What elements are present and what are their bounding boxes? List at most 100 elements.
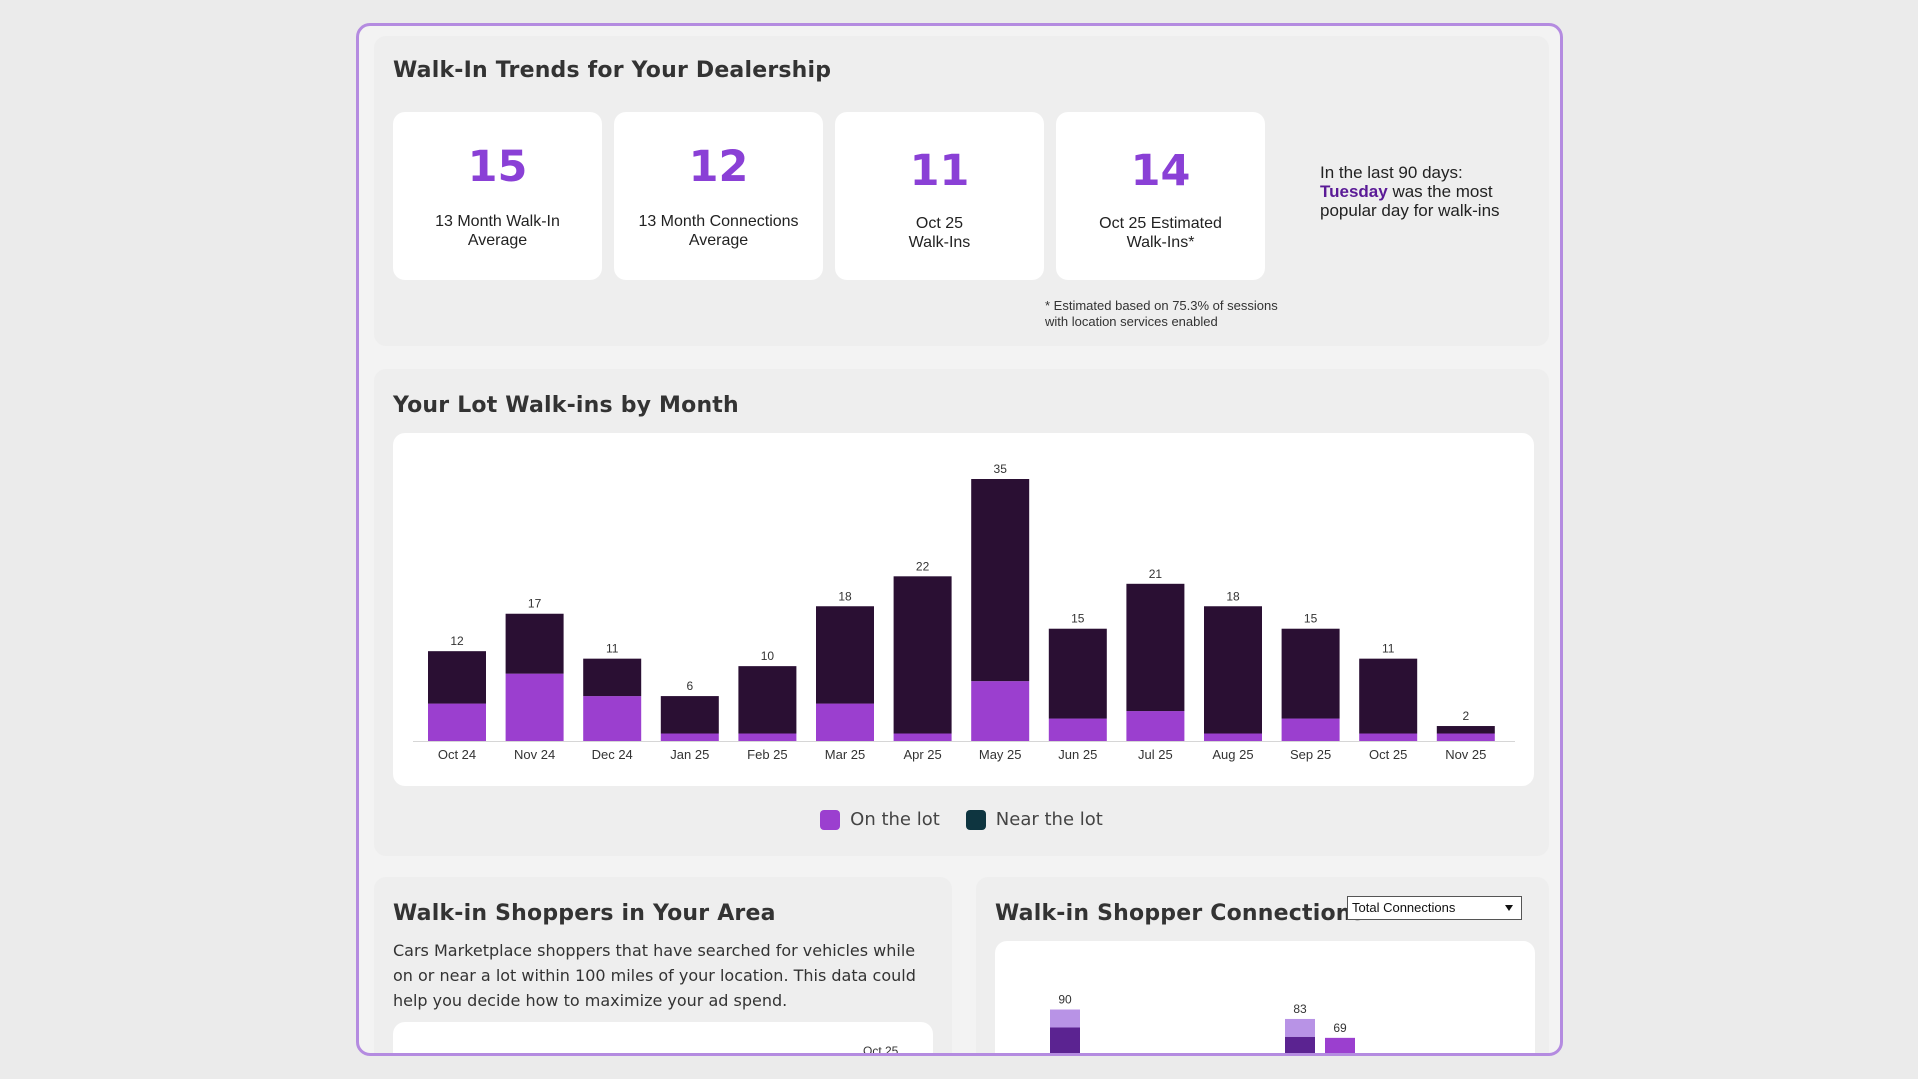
connection-bar (1285, 1036, 1315, 1053)
bar-total-label: 15 (1304, 612, 1318, 626)
oct-estimated-walk-ins-label: Oct 25 Estimated Walk-Ins* (1099, 215, 1222, 251)
bar-total-label: 18 (1226, 589, 1240, 603)
bar-total-label: 10 (761, 649, 775, 663)
x-tick-label: Apr 25 (903, 747, 941, 762)
legend-near-the-lot[interactable]: Near the lot (965, 809, 1103, 830)
monthly-walk-ins-chart: 12 Oct 24 17 Nov 24 11 Dec 24 6 Jan 25 10 Feb 25 1… (413, 462, 1515, 762)
connection-bar-label: 90 (1058, 993, 1072, 1007)
bar-total-label: 21 (1149, 567, 1163, 581)
x-tick-label: Jun 25 (1058, 747, 1097, 762)
bar-near-the-lot (428, 651, 486, 704)
connections-chart: 90 83 69 (1050, 993, 1355, 1053)
bar-total-label: 22 (916, 559, 930, 573)
connections-average-value: 12 (688, 142, 749, 192)
connections-chart-container: 90 83 69 (995, 941, 1535, 1053)
shopper-connections-panel: Walk-in Shopper Connections Total Connec… (976, 877, 1549, 1053)
bar-total-label: 12 (450, 634, 464, 648)
connections-type-select-value: Total Connections (1352, 900, 1456, 915)
monthly-walk-ins-title: Your Lot Walk-ins by Month (393, 393, 739, 418)
bar-near-the-lot (1126, 583, 1185, 712)
popular-day-note-rest: was the most popular day for walk-ins (1320, 182, 1500, 220)
bar-on-the-lot (428, 703, 486, 741)
bar-total-label: 18 (838, 589, 852, 603)
bar-near-the-lot (971, 479, 1030, 682)
bar-total-label: 2 (1462, 709, 1469, 723)
x-tick-label: Jan 25 (670, 747, 709, 762)
legend-near-the-lot-label: Near the lot (995, 809, 1103, 830)
shoppers-area-panel: Walk-in Shoppers in Your Area Cars Marke… (374, 877, 952, 1056)
x-tick-label: Aug 25 (1212, 747, 1253, 762)
bar-near-the-lot (660, 696, 719, 734)
x-tick-label: Feb 25 (747, 747, 787, 762)
legend-on-the-lot-swatch (820, 809, 841, 830)
bar-near-the-lot (1048, 628, 1107, 719)
connections-type-select[interactable]: Total Connections (1347, 896, 1522, 920)
popular-day-note: In the last 90 days: Tuesday was the mos… (1320, 163, 1510, 220)
bar-on-the-lot (505, 673, 564, 741)
walk-in-trends-panel: Walk-In Trends for Your Dealership 15 13… (374, 36, 1549, 346)
chart-legend: On the lot Near the lot (374, 809, 1549, 830)
bar-on-the-lot (971, 681, 1030, 741)
bar-near-the-lot (505, 613, 564, 674)
bar-total-label: 11 (1382, 642, 1395, 656)
bar-total-label: 17 (528, 597, 542, 611)
walk-in-average-label: 13 Month Walk-In Average (435, 213, 560, 249)
estimate-footnote: * Estimated based on 75.3% of sessions w… (1045, 298, 1278, 329)
connection-bar (1050, 1027, 1080, 1053)
monthly-chart-container: 12 Oct 24 17 Nov 24 11 Dec 24 6 Jan 25 10 Feb 25 1… (393, 433, 1534, 786)
bar-on-the-lot (583, 696, 642, 741)
bar-on-the-lot (1436, 733, 1495, 741)
bar-total-label: 11 (606, 642, 619, 656)
bar-near-the-lot (1359, 658, 1418, 734)
bar-on-the-lot (1204, 733, 1262, 741)
oct-walk-ins-label: Oct 25 Walk-Ins (908, 215, 971, 251)
x-tick-label: Sep 25 (1290, 747, 1331, 762)
shoppers-area-map-container: Oct 25 (393, 1022, 933, 1056)
oct-walk-ins-value: 11 (909, 146, 970, 196)
walk-in-average-value: 15 (467, 142, 528, 192)
bar-on-the-lot (1126, 711, 1185, 741)
connection-bar-cap (1050, 1009, 1080, 1028)
connections-average-card: 12 13 Month Connections Average (614, 112, 823, 280)
shopper-connections-title: Walk-in Shopper Connections (995, 901, 1365, 926)
bar-total-label: 6 (686, 679, 693, 693)
connection-bar-cap (1285, 1018, 1315, 1037)
oct-estimated-walk-ins-card: 14 Oct 25 Estimated Walk-Ins* (1056, 112, 1265, 280)
walk-in-average-card: 15 13 Month Walk-In Average (393, 112, 602, 280)
x-tick-label: Jul 25 (1138, 747, 1173, 762)
bar-near-the-lot (583, 658, 642, 697)
connections-average-label: 13 Month Connections Average (638, 213, 799, 249)
x-tick-label: Dec 24 (592, 747, 633, 762)
bar-near-the-lot (816, 606, 874, 704)
bar-near-the-lot (893, 576, 952, 734)
dashboard-frame: Walk-In Trends for Your Dealership 15 13… (356, 23, 1563, 1056)
bar-on-the-lot (660, 733, 719, 741)
shoppers-area-description: Cars Marketplace shoppers that have sear… (393, 941, 916, 1010)
x-tick-label: Oct 25 (1369, 747, 1407, 762)
bar-on-the-lot (1281, 718, 1340, 741)
x-tick-label: Oct 24 (438, 747, 476, 762)
bar-on-the-lot (893, 733, 952, 741)
monthly-walk-ins-panel: Your Lot Walk-ins by Month 12 Oct 24 17 Nov… (374, 369, 1549, 856)
bar-on-the-lot (738, 733, 797, 741)
popular-day-value: Tuesday (1320, 182, 1388, 201)
x-tick-label: Nov 25 (1445, 747, 1486, 762)
shoppers-area-title: Walk-in Shoppers in Your Area (393, 901, 776, 926)
oct-estimated-walk-ins-value: 14 (1130, 146, 1191, 196)
bar-near-the-lot (1436, 726, 1495, 734)
connection-bar-label: 83 (1293, 1002, 1307, 1016)
connection-bar-label: 69 (1333, 1021, 1347, 1035)
bar-near-the-lot (738, 666, 797, 734)
popular-day-note-intro: In the last 90 days: (1320, 163, 1463, 182)
x-tick-label: Nov 24 (514, 747, 555, 762)
bar-near-the-lot (1281, 628, 1340, 719)
x-tick-label: Mar 25 (825, 747, 865, 762)
legend-near-the-lot-swatch (965, 809, 986, 830)
bar-total-label: 35 (994, 462, 1008, 476)
bar-total-label: 15 (1071, 612, 1085, 626)
x-tick-label: May 25 (979, 747, 1022, 762)
legend-on-the-lot[interactable]: On the lot (820, 809, 940, 830)
bar-on-the-lot (1359, 733, 1418, 741)
shoppers-area-peek-label: Oct 25 (863, 1044, 899, 1056)
bar-on-the-lot (816, 703, 874, 741)
